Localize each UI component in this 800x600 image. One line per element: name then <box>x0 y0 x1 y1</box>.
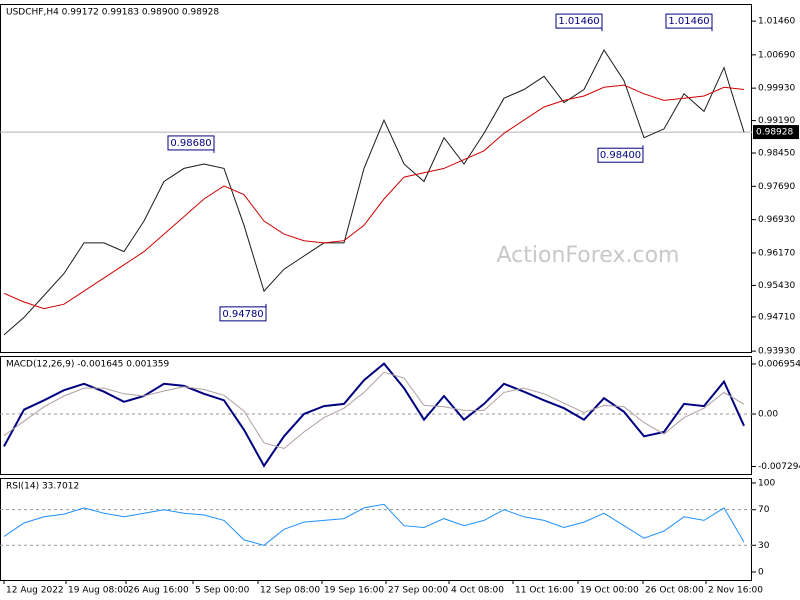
y-tick-label: 0 <box>758 567 764 577</box>
x-tick-label: 26 Oct 08:00 <box>645 586 704 596</box>
x-tick-label: 26 Aug 16:00 <box>128 586 189 596</box>
y-tick-label: 70 <box>758 505 770 515</box>
pane-title: USDCHF,H4 0.99172 0.99183 0.98900 0.9892… <box>6 8 219 18</box>
annotation: 1.01460 <box>665 13 713 32</box>
series-line <box>3 503 745 546</box>
y-tick-label: 30 <box>758 541 770 551</box>
y-tick-label: 100 <box>758 478 775 488</box>
y-tick-label: 1.01460 <box>758 17 795 27</box>
y-tick-label: 0.97690 <box>758 182 795 192</box>
y-tick-label: 0.00 <box>758 409 778 419</box>
x-tick-label: 19 Oct 00:00 <box>580 586 639 596</box>
series-line <box>3 84 745 310</box>
x-tick-label: 12 Aug 2022 <box>6 586 64 596</box>
annotation: 1.01460 <box>555 13 603 32</box>
annotation: 0.98400 <box>597 145 644 163</box>
series-line <box>3 362 745 468</box>
watermark: ActionForex.com <box>497 243 680 268</box>
x-tick-label: 19 Aug 08:00 <box>68 586 129 596</box>
annotation: 0.98680 <box>167 135 215 153</box>
annotation-label: 1.01460 <box>668 16 709 27</box>
x-tick-label: 5 Sep 00:00 <box>195 586 250 596</box>
x-tick-label: 2 Nov 16:00 <box>708 586 763 596</box>
y-tick-label: 0.98450 <box>758 149 795 159</box>
y-tick-label: 0.96930 <box>758 215 795 225</box>
pane-frame <box>0 478 752 581</box>
annotation: 0.94780 <box>219 303 267 322</box>
pane-title: MACD(12,26,9) -0.001645 0.001359 <box>6 360 169 370</box>
annotation-label: 0.98400 <box>600 150 641 161</box>
y-tick-label: 0.94710 <box>758 312 795 322</box>
y-tick-label: 0.99930 <box>758 84 795 94</box>
pane-frame <box>0 356 752 475</box>
x-tick-label: 19 Sep 16:00 <box>324 586 384 596</box>
x-tick-label: 11 Oct 16:00 <box>515 586 574 596</box>
series-line <box>3 371 745 450</box>
pane-frame <box>0 4 752 353</box>
y-tick-label: 1.00690 <box>758 50 795 60</box>
x-tick-label: 12 Sep 08:00 <box>260 586 320 596</box>
y-tick-label: 0.96170 <box>758 248 795 258</box>
annotation-label: 0.94780 <box>222 309 263 320</box>
y-tick-label: 0.006954 <box>758 359 800 369</box>
price-tag <box>753 125 799 140</box>
annotation-label: 0.98680 <box>170 138 211 149</box>
x-tick-label: 27 Sep 00:00 <box>388 586 448 596</box>
annotation-label: 1.01460 <box>558 16 599 27</box>
pane-title: RSI(14) 33.7012 <box>6 482 79 492</box>
price-tag-label: 0.98928 <box>756 128 793 138</box>
x-tick-label: 4 Oct 08:00 <box>451 586 504 596</box>
y-tick-label: 0.93930 <box>758 347 795 357</box>
y-tick-label: 0.99190 <box>758 116 795 126</box>
series-line <box>3 49 745 336</box>
y-tick-label: 0.95430 <box>758 281 795 291</box>
y-tick-label: -0.007294 <box>758 462 800 472</box>
